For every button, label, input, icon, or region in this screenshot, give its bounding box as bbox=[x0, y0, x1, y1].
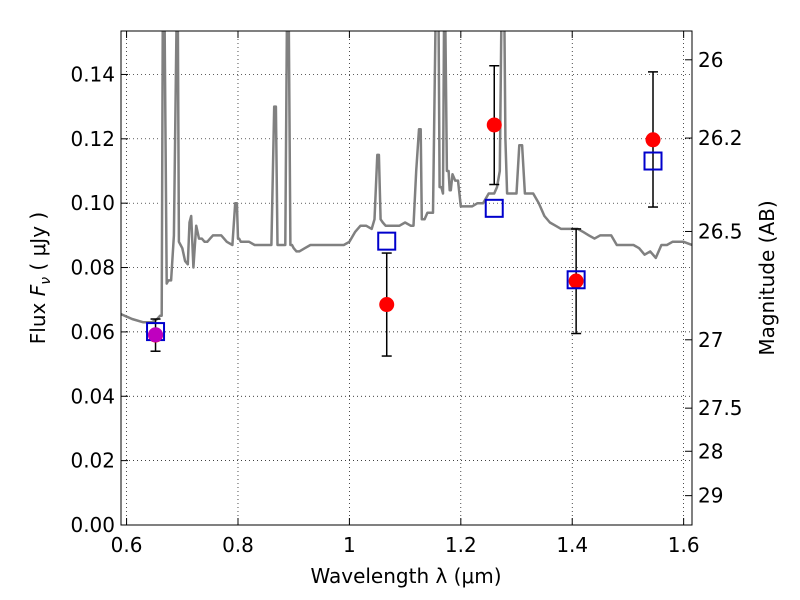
x-tick-label: 1.4 bbox=[556, 533, 588, 557]
x-tick-label: 1 bbox=[343, 533, 356, 557]
model-point-square bbox=[566, 270, 586, 290]
y-tick-label: 0.10 bbox=[70, 191, 115, 215]
y2-tick-label: 27.5 bbox=[698, 396, 743, 420]
y-tick-label: 0.04 bbox=[70, 384, 115, 408]
y-tick-label: 0.14 bbox=[70, 62, 115, 86]
y2-tick-label: 26.5 bbox=[698, 219, 743, 243]
x-axis-label: Wavelength λ (μm) bbox=[310, 564, 501, 588]
spectrum-line bbox=[121, 31, 692, 324]
plot-area bbox=[121, 31, 692, 324]
y2-tick-label: 27 bbox=[698, 328, 723, 352]
y-tick-label: 0.00 bbox=[70, 513, 115, 537]
x-tick-label: 1.6 bbox=[668, 533, 700, 557]
data-point-circle bbox=[568, 273, 584, 289]
y-tick-label: 0.08 bbox=[70, 256, 115, 280]
y-tick-label: 0.06 bbox=[70, 320, 115, 344]
data-point-circle bbox=[379, 297, 395, 313]
plot-frame bbox=[120, 30, 693, 526]
y-axis-label: Flux Fν ( μJy ) bbox=[26, 212, 54, 344]
axes: 0.6 0.8 1 1.2 1.4 1.6 0.00 0.02 0.04 0.06 0.08 0.10… bbox=[70, 31, 743, 557]
model-point-square bbox=[377, 231, 397, 251]
data-markers bbox=[146, 65, 663, 357]
x-tick-label: 1.2 bbox=[445, 533, 477, 557]
plot-background bbox=[121, 31, 692, 525]
y2-tick-label: 28 bbox=[698, 439, 723, 463]
x-tick-label: 0.8 bbox=[222, 533, 254, 557]
model-point-square bbox=[484, 198, 504, 218]
data-point-circle bbox=[486, 117, 502, 133]
y2-tick-label: 29 bbox=[698, 484, 723, 508]
model-point-square bbox=[643, 151, 663, 171]
y-tick-label: 0.02 bbox=[70, 449, 115, 473]
y2-axis-label: Magnitude (AB) bbox=[755, 200, 779, 355]
y-tick-label: 0.12 bbox=[70, 127, 115, 151]
data-point-circle bbox=[148, 327, 164, 343]
y2-tick-label: 26.2 bbox=[698, 126, 743, 150]
data-point-circle bbox=[645, 132, 661, 148]
y2-tick-label: 26 bbox=[698, 48, 723, 72]
x-tick-label: 0.6 bbox=[111, 533, 143, 557]
